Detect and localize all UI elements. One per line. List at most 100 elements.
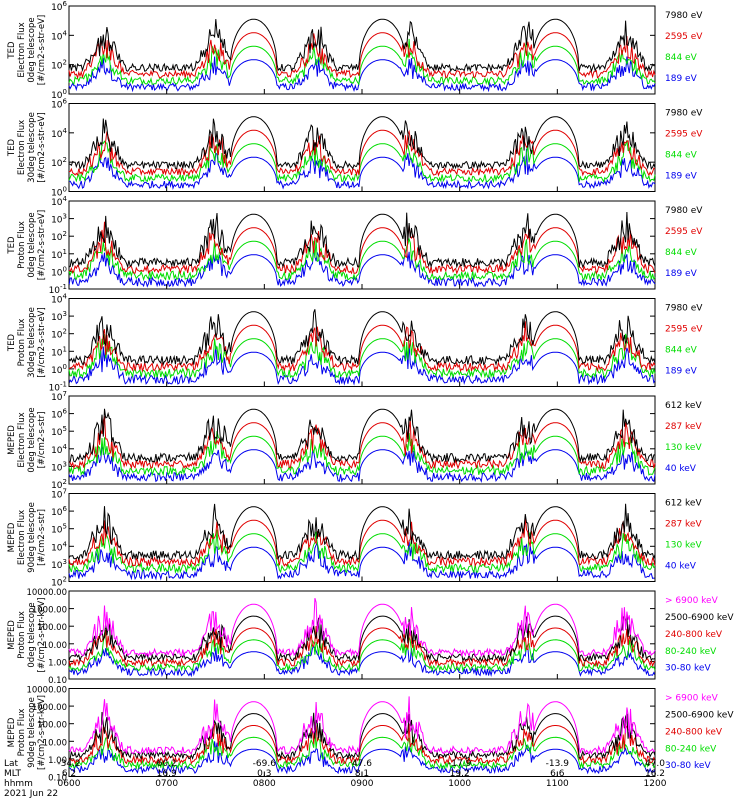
y-axis-label: [#/cm2-s-str-eV] (37, 210, 47, 280)
time-tick-label: 1200 (644, 779, 667, 789)
series-line-blue (68, 342, 656, 386)
y-axis-label: TED (7, 41, 17, 60)
y-tick-label-text: 1.00 (48, 756, 67, 766)
y-tick-label-text: 102 (51, 478, 67, 491)
y-tick-label: 105 (51, 523, 67, 536)
y-tick-label-text: 102 (51, 156, 67, 169)
mlt-tick-label: 16.2 (645, 769, 665, 779)
y-axis-label: TED (7, 333, 17, 352)
legend-entry: 844 eV (665, 248, 698, 258)
y-tick-label: 103 (51, 213, 67, 226)
mlt-tick-label: 6.6 (550, 769, 565, 779)
mlt-tick-label: 6.2 (62, 769, 76, 779)
y-axis-label: Electron Flux (17, 510, 27, 565)
y-axis-label: MEPED (7, 620, 17, 650)
y-tick-label-text: 102 (51, 59, 67, 72)
y-axis-label: 30deg telescope (27, 307, 37, 378)
y-axis-label: MEPED (7, 717, 17, 747)
y-tick-label-text: 103 (51, 310, 67, 323)
y-axis-label: MEPED (7, 425, 17, 455)
time-tick-label: 0600 (58, 779, 81, 789)
panel-frame (68, 493, 656, 582)
panel-6: MEPED Electron Flux 90deg telescope [#/cm2-… (7, 493, 702, 582)
series-line-black (68, 18, 656, 73)
time-tick-label: 1100 (546, 779, 569, 789)
y-tick-label-text: 1000.00 (32, 606, 67, 616)
y-tick-label-text: 100 (51, 265, 67, 278)
y-tick-label-text: 101 (51, 248, 67, 261)
y-tick-label: 104 (51, 29, 67, 42)
y-axis-label: [#/cm2-s-str-keV] (37, 598, 47, 673)
series-line-red (68, 416, 656, 470)
series-line-black (68, 503, 656, 561)
y-tick-label: 103 (51, 310, 67, 323)
series-line-green (68, 38, 656, 86)
legend-entry: 844 eV (665, 345, 698, 355)
legend-entry: 189 eV (665, 171, 698, 181)
y-tick-label: 102 (51, 328, 67, 341)
y-tick-label-text: 103 (51, 213, 67, 226)
y-tick-label-text: 104 (51, 29, 67, 42)
panel-7: MEPED Proton Flux 0deg telescope [#/cm2-s-s… (7, 590, 734, 680)
panel-frame (68, 395, 656, 485)
y-tick-label: 106 (51, 98, 67, 111)
y-tick-label-text: 102 (51, 328, 67, 341)
y-axis-label: 90deg telescope (27, 697, 37, 768)
legend-entry: 40 keV (665, 464, 697, 474)
series-line-red (68, 221, 656, 275)
legend-entry: 612 keV (665, 499, 702, 509)
y-tick-label: 105 (51, 425, 67, 438)
y-tick-label-text: 107 (51, 390, 67, 403)
y-tick-label-text: 101 (51, 345, 67, 358)
legend-entry: 189 eV (665, 74, 698, 84)
y-tick-label: 103 (51, 460, 67, 473)
lat-tick-label: -17.9 (448, 759, 472, 769)
y-tick-label-text: 10-1 (49, 283, 67, 296)
y-tick-label-text: 100.00 (37, 623, 67, 633)
series-line-red (68, 516, 656, 568)
y-axis-label: Proton Flux (17, 709, 27, 757)
lat-tick-label: -13.9 (546, 759, 570, 769)
series-line-blue (68, 248, 656, 288)
y-tick-label-text: 104 (51, 443, 67, 456)
series-line-blue (68, 148, 656, 190)
legend-entry: 30-80 keV (665, 664, 711, 674)
series-line-green (68, 731, 656, 770)
y-tick-label: 10.00 (43, 641, 67, 651)
y-tick-label: 104 (51, 195, 67, 208)
y-tick-label: 1.00 (48, 658, 67, 668)
y-axis-label: [#/cm2-s-str-eV] (37, 307, 47, 377)
series-line-blue (68, 445, 656, 483)
legend-entry: 612 keV (665, 401, 702, 411)
series-line-green (68, 333, 656, 379)
y-tick-label: 102 (51, 230, 67, 243)
y-axis-label: 0deg telescope (27, 407, 37, 472)
panel-8: MEPED Proton Flux 90deg telescope [#/cm2-s-… (7, 688, 734, 777)
y-tick-label: 102 (51, 576, 67, 589)
y-axis-label: TED (7, 138, 17, 157)
y-axis-label: 30deg telescope (27, 112, 37, 183)
y-tick-label-text: 100 (51, 88, 67, 101)
y-tick-label: 100 (51, 265, 67, 278)
time-tick-label: 0900 (351, 779, 374, 789)
y-tick-label-text: 10000.00 (26, 588, 67, 598)
y-tick-label: 102 (51, 478, 67, 491)
legend-entry: 2595 eV (665, 129, 703, 139)
row-label-lat: Lat (4, 759, 19, 769)
y-axis-label: Electron Flux (17, 412, 27, 467)
series-line-black (68, 309, 656, 367)
legend-entry: 80-240 keV (665, 744, 717, 754)
series-line-black (68, 211, 656, 269)
mlt-tick-label: 8.1 (355, 769, 369, 779)
y-tick-label: 106 (51, 505, 67, 518)
y-tick-label-text: 1.00 (48, 658, 67, 668)
y-tick-label: 104 (51, 293, 67, 306)
series-line-blue (68, 741, 656, 775)
y-tick-label-text: 0.10 (48, 774, 67, 784)
y-tick-label: 107 (51, 488, 67, 501)
lat-tick-label: -69.6 (253, 759, 277, 769)
legend-entry: 2500-6900 keV (665, 613, 734, 623)
y-axis-label: Proton Flux (17, 221, 27, 269)
legend-entry: 7980 eV (665, 304, 703, 314)
